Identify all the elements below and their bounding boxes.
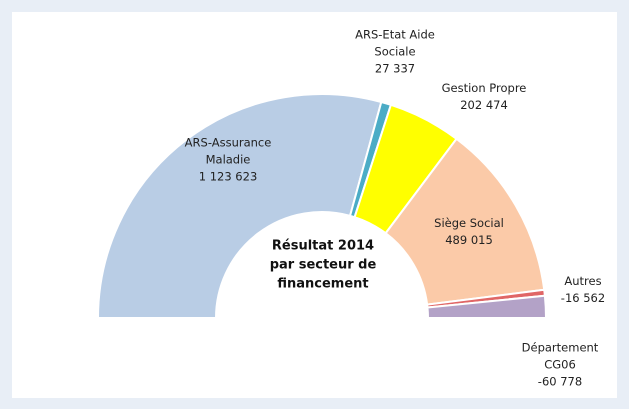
value-label: 489 015	[445, 233, 493, 247]
slice	[426, 294, 548, 319]
slice	[96, 93, 383, 319]
slice-label: ARS-Etat Aide Sociale 27 337	[348, 27, 443, 78]
chart-title: Résultat 2014 par secteur de financement	[269, 238, 377, 292]
slice-label: Autres -16 562	[553, 273, 613, 307]
slice-label: Siège Social 489 015	[419, 215, 519, 249]
category-label: Département CG06	[521, 340, 599, 372]
category-label: Gestion Propre	[441, 81, 527, 95]
category-label: Siège Social	[434, 216, 504, 230]
category-label: Autres	[564, 274, 602, 288]
slice-label: Département CG06 -60 778	[515, 340, 605, 391]
slice-label: ARS-Assurance Maladie 1 123 623	[173, 135, 283, 186]
slice-label: Gestion Propre 202 474	[424, 80, 544, 114]
value-label: 202 474	[460, 98, 508, 112]
value-label: -16 562	[560, 291, 606, 305]
value-label: 1 123 623	[198, 169, 258, 184]
value-label: -60 778	[537, 374, 583, 389]
category-label: ARS-Assurance Maladie	[184, 135, 272, 167]
value-label: 27 337	[374, 61, 416, 76]
category-label: ARS-Etat Aide Sociale	[355, 27, 435, 59]
slice	[384, 137, 546, 306]
